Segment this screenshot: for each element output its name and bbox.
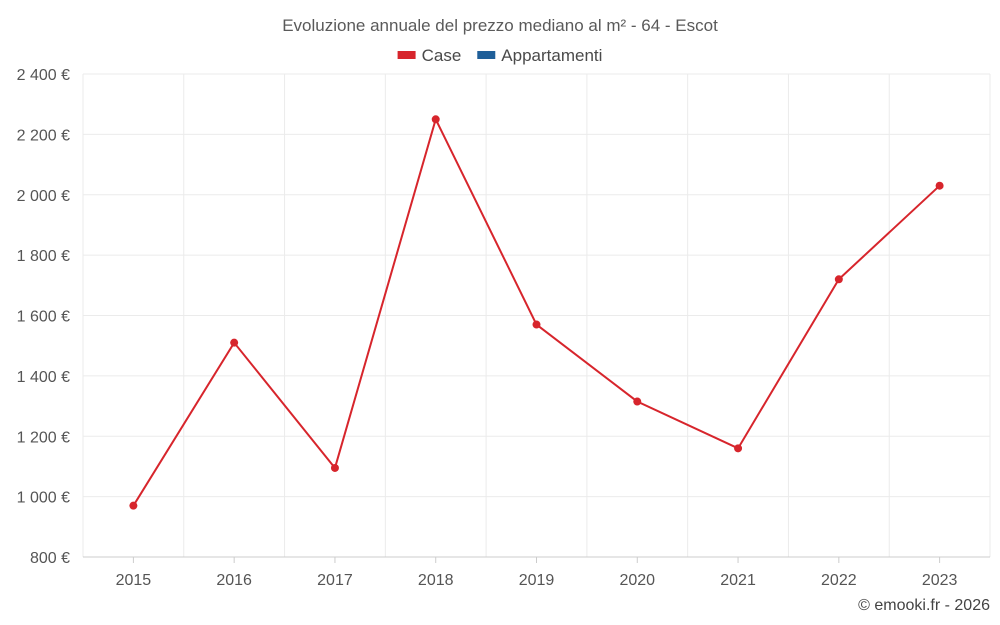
legend-label: Case <box>422 46 462 65</box>
data-point[interactable] <box>633 397 642 406</box>
legend-item-case[interactable]: Case <box>397 46 462 65</box>
legend-swatch <box>397 51 416 59</box>
y-tick-label: 1 800 € <box>17 248 70 265</box>
y-tick-label: 1 000 € <box>17 490 70 507</box>
y-tick-label: 2 200 € <box>17 127 70 144</box>
data-point[interactable] <box>129 501 138 510</box>
legend-item-appartamenti[interactable]: Appartamenti <box>477 46 602 65</box>
x-tick-label: 2020 <box>619 572 655 589</box>
y-tick-label: 1 400 € <box>17 369 70 386</box>
x-tick-label: 2016 <box>216 572 252 589</box>
legend-swatch <box>477 51 496 59</box>
data-point[interactable] <box>230 338 239 347</box>
y-tick-label: 1 200 € <box>17 429 70 446</box>
x-tick-label: 2017 <box>317 572 353 589</box>
chart-title: Evoluzione annuale del prezzo mediano al… <box>282 16 718 35</box>
data-point[interactable] <box>734 444 743 453</box>
x-tick-label: 2019 <box>519 572 555 589</box>
y-tick-label: 2 000 € <box>17 188 70 205</box>
x-tick-label: 2023 <box>922 572 958 589</box>
data-point[interactable] <box>834 275 843 284</box>
series-line-case <box>132 116 941 507</box>
y-tick-label: 2 400 € <box>17 67 70 84</box>
y-tick-label: 1 600 € <box>17 309 70 326</box>
y-tick-label: 800 € <box>30 550 70 567</box>
legend-label: Appartamenti <box>501 46 602 65</box>
data-point[interactable] <box>935 181 944 190</box>
y-axis: 800 € 1 000 € 1 200 € 1 400 € 1 600 € 1 800 €… <box>17 67 70 567</box>
data-point[interactable] <box>532 320 541 329</box>
grid-lines <box>82 73 991 558</box>
x-tick-label: 2022 <box>821 572 857 589</box>
x-tick-label: 2021 <box>720 572 756 589</box>
data-point[interactable] <box>330 463 339 472</box>
data-point[interactable] <box>431 115 440 124</box>
x-tick-label: 2018 <box>418 572 454 589</box>
x-axis: 2015 2016 2017 2018 2019 2020 2021 2022 2023 <box>116 557 958 589</box>
series-layer <box>129 115 944 510</box>
x-tick-label: 2015 <box>116 572 152 589</box>
credit-label: © emooki.fr - 2026 <box>858 597 990 614</box>
chart-legend: Case Appartamenti <box>397 46 602 65</box>
